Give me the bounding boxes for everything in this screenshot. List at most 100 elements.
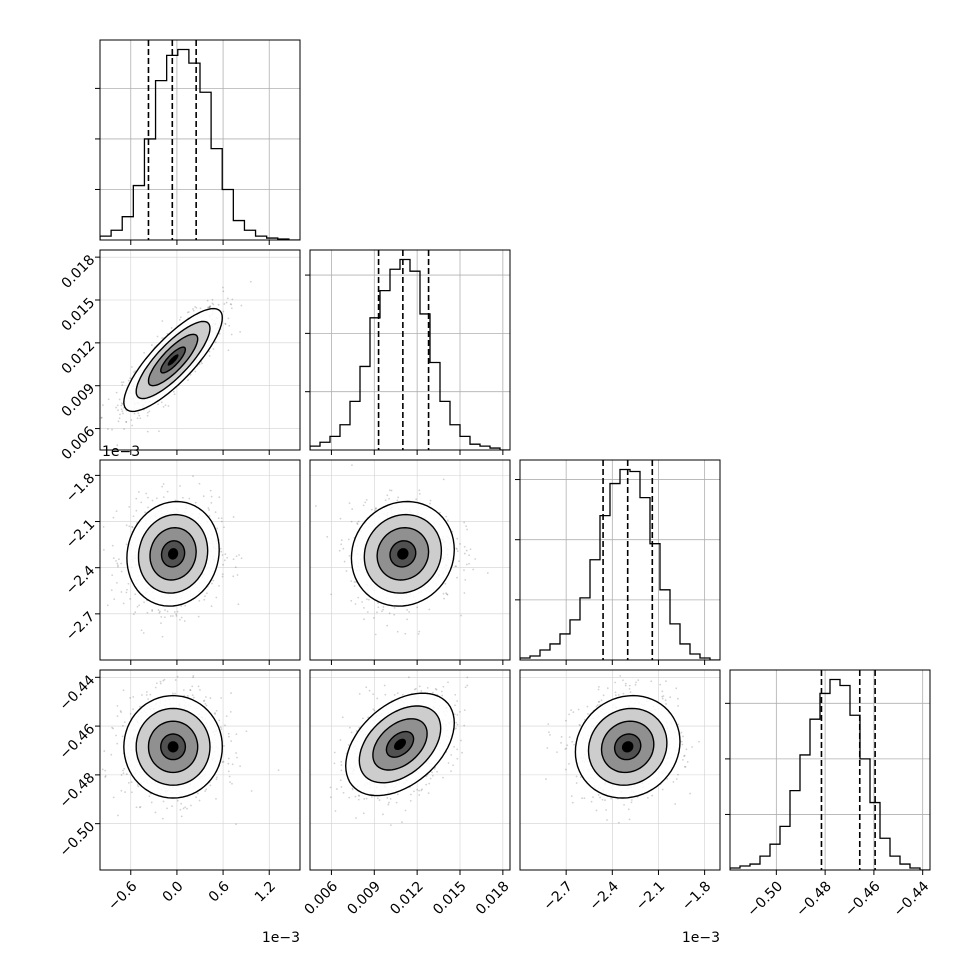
panel-frame	[309, 669, 511, 871]
sample-point	[147, 506, 149, 509]
sample-point	[231, 763, 234, 766]
sample-point	[159, 682, 162, 685]
sample-point	[130, 791, 133, 794]
sample-point	[222, 760, 225, 763]
contour-line	[160, 346, 187, 374]
sample-point	[357, 520, 360, 523]
density-peak	[167, 354, 179, 366]
sample-point	[350, 599, 353, 602]
sample-point	[680, 731, 683, 734]
sample-point	[406, 618, 409, 621]
sample-point	[455, 721, 458, 724]
sample-point	[172, 692, 174, 695]
sample-point	[350, 520, 353, 523]
sample-point	[183, 620, 186, 622]
sample-point	[363, 618, 365, 621]
sample-point	[454, 565, 457, 568]
sample-point	[136, 417, 139, 420]
sample-point	[157, 403, 159, 406]
sample-point	[223, 526, 225, 529]
sample-point	[131, 525, 133, 528]
sample-point	[571, 801, 574, 804]
sample-point	[175, 614, 178, 617]
scatter-panel-1-3	[310, 670, 510, 870]
sample-point	[463, 552, 466, 555]
sample-point	[351, 508, 354, 510]
sample-point	[597, 701, 600, 703]
sample-point	[215, 778, 218, 781]
sample-point	[414, 687, 417, 690]
sample-point	[205, 592, 208, 595]
sample-point	[333, 762, 336, 765]
x-tick-label: 0.015	[430, 878, 470, 918]
sample-point	[461, 751, 463, 754]
sample-point	[179, 316, 182, 319]
sample-point	[456, 723, 459, 726]
sample-point	[420, 690, 423, 692]
sample-point	[431, 774, 434, 777]
sample-point	[646, 796, 649, 799]
sample-point	[145, 492, 148, 495]
sample-point	[606, 819, 608, 821]
sample-point	[146, 430, 149, 433]
sample-point	[409, 799, 412, 802]
sample-point	[598, 700, 601, 703]
sample-point	[627, 808, 630, 811]
sample-point	[172, 390, 175, 393]
sample-point	[162, 483, 165, 485]
panel-frame	[99, 669, 301, 871]
sample-point	[186, 807, 188, 810]
sample-point	[221, 286, 224, 289]
sample-point	[122, 412, 124, 415]
sample-point	[386, 797, 389, 799]
sample-point	[226, 297, 229, 300]
sample-point	[358, 795, 361, 797]
sample-point	[125, 591, 128, 594]
sample-point	[164, 609, 166, 611]
sample-point	[111, 726, 113, 729]
sample-point	[340, 760, 343, 763]
y-tick-label: 0.018	[59, 252, 99, 292]
sample-point	[183, 694, 186, 697]
sample-point	[209, 305, 212, 308]
sample-point	[120, 381, 123, 384]
sample-point	[134, 593, 137, 596]
sample-point	[166, 807, 168, 810]
sample-point	[180, 802, 183, 805]
sample-point	[370, 508, 373, 511]
sample-point	[373, 709, 376, 712]
sample-point	[174, 692, 177, 695]
sample-point	[125, 524, 128, 527]
sample-point	[128, 505, 131, 508]
sample-point	[198, 599, 201, 602]
sample-point	[630, 799, 633, 801]
sample-point	[154, 686, 157, 689]
sample-point	[365, 797, 368, 800]
sample-point	[396, 630, 399, 633]
sample-point	[209, 305, 212, 308]
sample-point	[340, 543, 343, 546]
sample-point	[176, 610, 179, 613]
sample-point	[209, 306, 211, 309]
sample-point	[341, 716, 344, 719]
sample-point	[142, 632, 145, 634]
sample-point	[115, 560, 117, 562]
sample-point	[85, 557, 87, 559]
sample-point	[96, 599, 98, 601]
sample-point	[377, 606, 380, 609]
sample-point	[117, 409, 119, 412]
sample-point	[140, 501, 143, 504]
sample-point	[195, 306, 198, 309]
sample-point	[121, 724, 124, 727]
sample-point	[386, 494, 389, 497]
sample-point	[459, 543, 461, 545]
sample-point	[464, 686, 467, 689]
sample-point	[197, 615, 200, 618]
sample-point	[351, 464, 353, 466]
sample-point	[110, 753, 113, 756]
sample-point	[180, 605, 183, 607]
sample-point	[339, 739, 342, 741]
sample-point	[406, 609, 409, 611]
sample-point	[163, 616, 166, 619]
sample-point	[353, 581, 356, 583]
